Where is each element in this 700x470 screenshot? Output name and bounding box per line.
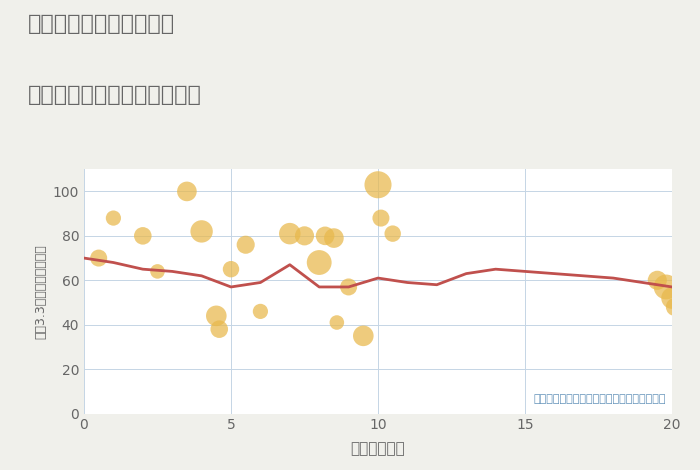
Point — [319, 232, 330, 240]
Point — [196, 227, 207, 235]
Text: 駅距離別中古マンション価格: 駅距離別中古マンション価格 — [28, 85, 202, 105]
Point — [387, 230, 398, 237]
Point — [284, 230, 295, 237]
Point — [299, 232, 310, 240]
Point — [240, 241, 251, 249]
X-axis label: 駅距離（分）: 駅距離（分） — [351, 441, 405, 456]
Point — [652, 276, 663, 284]
Point — [375, 214, 386, 222]
Point — [93, 254, 104, 262]
Point — [225, 266, 237, 273]
Point — [214, 325, 225, 333]
Point — [181, 188, 193, 195]
Point — [331, 319, 342, 326]
Point — [211, 312, 222, 320]
Point — [372, 181, 384, 188]
Point — [358, 332, 369, 340]
Point — [137, 232, 148, 240]
Point — [669, 303, 680, 311]
Point — [661, 283, 672, 291]
Point — [255, 308, 266, 315]
Text: 三重県松阪市飯高町森の: 三重県松阪市飯高町森の — [28, 14, 175, 34]
Y-axis label: 坪（3.3㎡）単価（万円）: 坪（3.3㎡）単価（万円） — [34, 244, 47, 339]
Text: 円の大きさは、取引のあった物件面積を示す: 円の大きさは、取引のあった物件面積を示す — [533, 394, 666, 404]
Point — [328, 235, 339, 242]
Point — [343, 283, 354, 291]
Point — [666, 294, 678, 302]
Point — [314, 259, 325, 266]
Point — [152, 267, 163, 275]
Point — [108, 214, 119, 222]
